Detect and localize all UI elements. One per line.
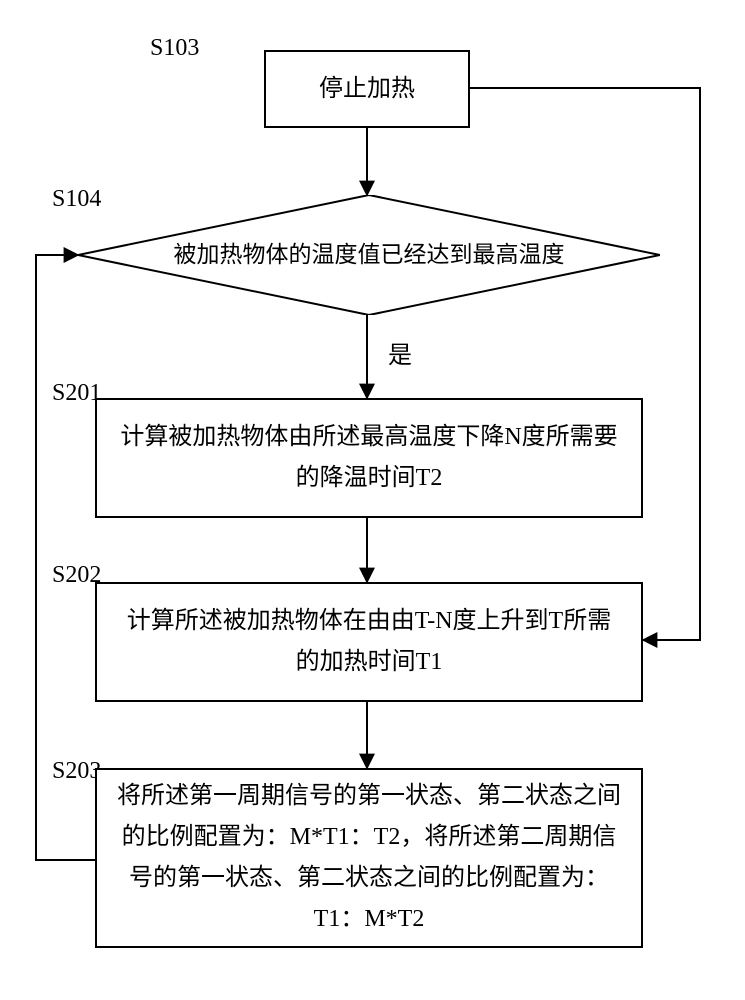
- edge-s103-s202: [470, 88, 700, 640]
- flowchart-canvas: S103 停止加热 S104 被加热物体的温度值已经达到最高温度 是 S201 …: [0, 0, 745, 1000]
- node-s104: 被加热物体的温度值已经达到最高温度: [78, 195, 660, 315]
- node-s201: 计算被加热物体由所述最高温度下降N度所需要的降温时间T2: [95, 398, 643, 518]
- step-label-s201: S201: [52, 380, 101, 407]
- step-label-s103: S103: [150, 35, 199, 62]
- step-label-s203: S203: [52, 758, 101, 785]
- node-s203-text: 将所述第一周期信号的第一状态、第二状态之间的比例配置为：M*T1：T2，将所述第…: [115, 776, 623, 939]
- node-s202-text: 计算所述被加热物体在由由T-N度上升到T所需的加热时间T1: [115, 601, 623, 683]
- node-s202: 计算所述被加热物体在由由T-N度上升到T所需的加热时间T1: [95, 582, 643, 702]
- branch-label-yes: 是: [388, 335, 412, 370]
- node-s103: 停止加热: [264, 50, 470, 128]
- node-s201-text: 计算被加热物体由所述最高温度下降N度所需要的降温时间T2: [115, 417, 623, 499]
- node-s203: 将所述第一周期信号的第一状态、第二状态之间的比例配置为：M*T1：T2，将所述第…: [95, 768, 643, 948]
- node-s103-text: 停止加热: [319, 69, 415, 110]
- node-s104-text: 被加热物体的温度值已经达到最高温度: [174, 237, 565, 274]
- step-label-s202: S202: [52, 562, 101, 589]
